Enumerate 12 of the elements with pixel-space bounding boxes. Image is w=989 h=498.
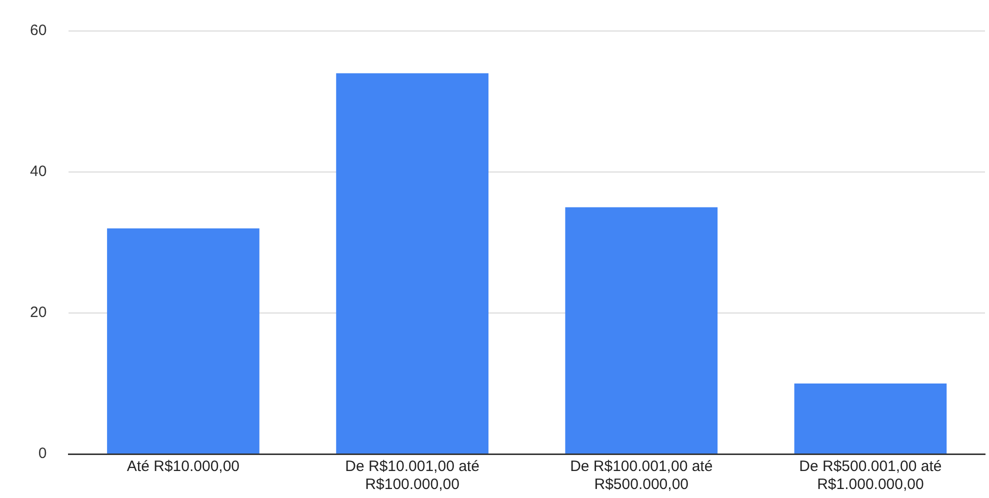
x-tick-label: Até R$10.000,00 <box>126 458 240 476</box>
bar <box>794 384 947 454</box>
y-tick-label: 40 <box>30 163 47 180</box>
y-tick-label: 20 <box>30 304 47 322</box>
bar <box>565 207 718 454</box>
bar <box>107 228 260 454</box>
y-tick-label: 60 <box>30 22 47 40</box>
x-tick-label: De R$500.001,00 até R$1.000.000,00 <box>799 458 942 494</box>
bar <box>336 73 488 454</box>
x-tick-label: De R$10.001,00 até R$100.000,00 <box>345 458 480 494</box>
y-tick-label: 0 <box>38 445 47 462</box>
x-tick-label: De R$100.001,00 até R$500.000,00 <box>570 458 713 494</box>
